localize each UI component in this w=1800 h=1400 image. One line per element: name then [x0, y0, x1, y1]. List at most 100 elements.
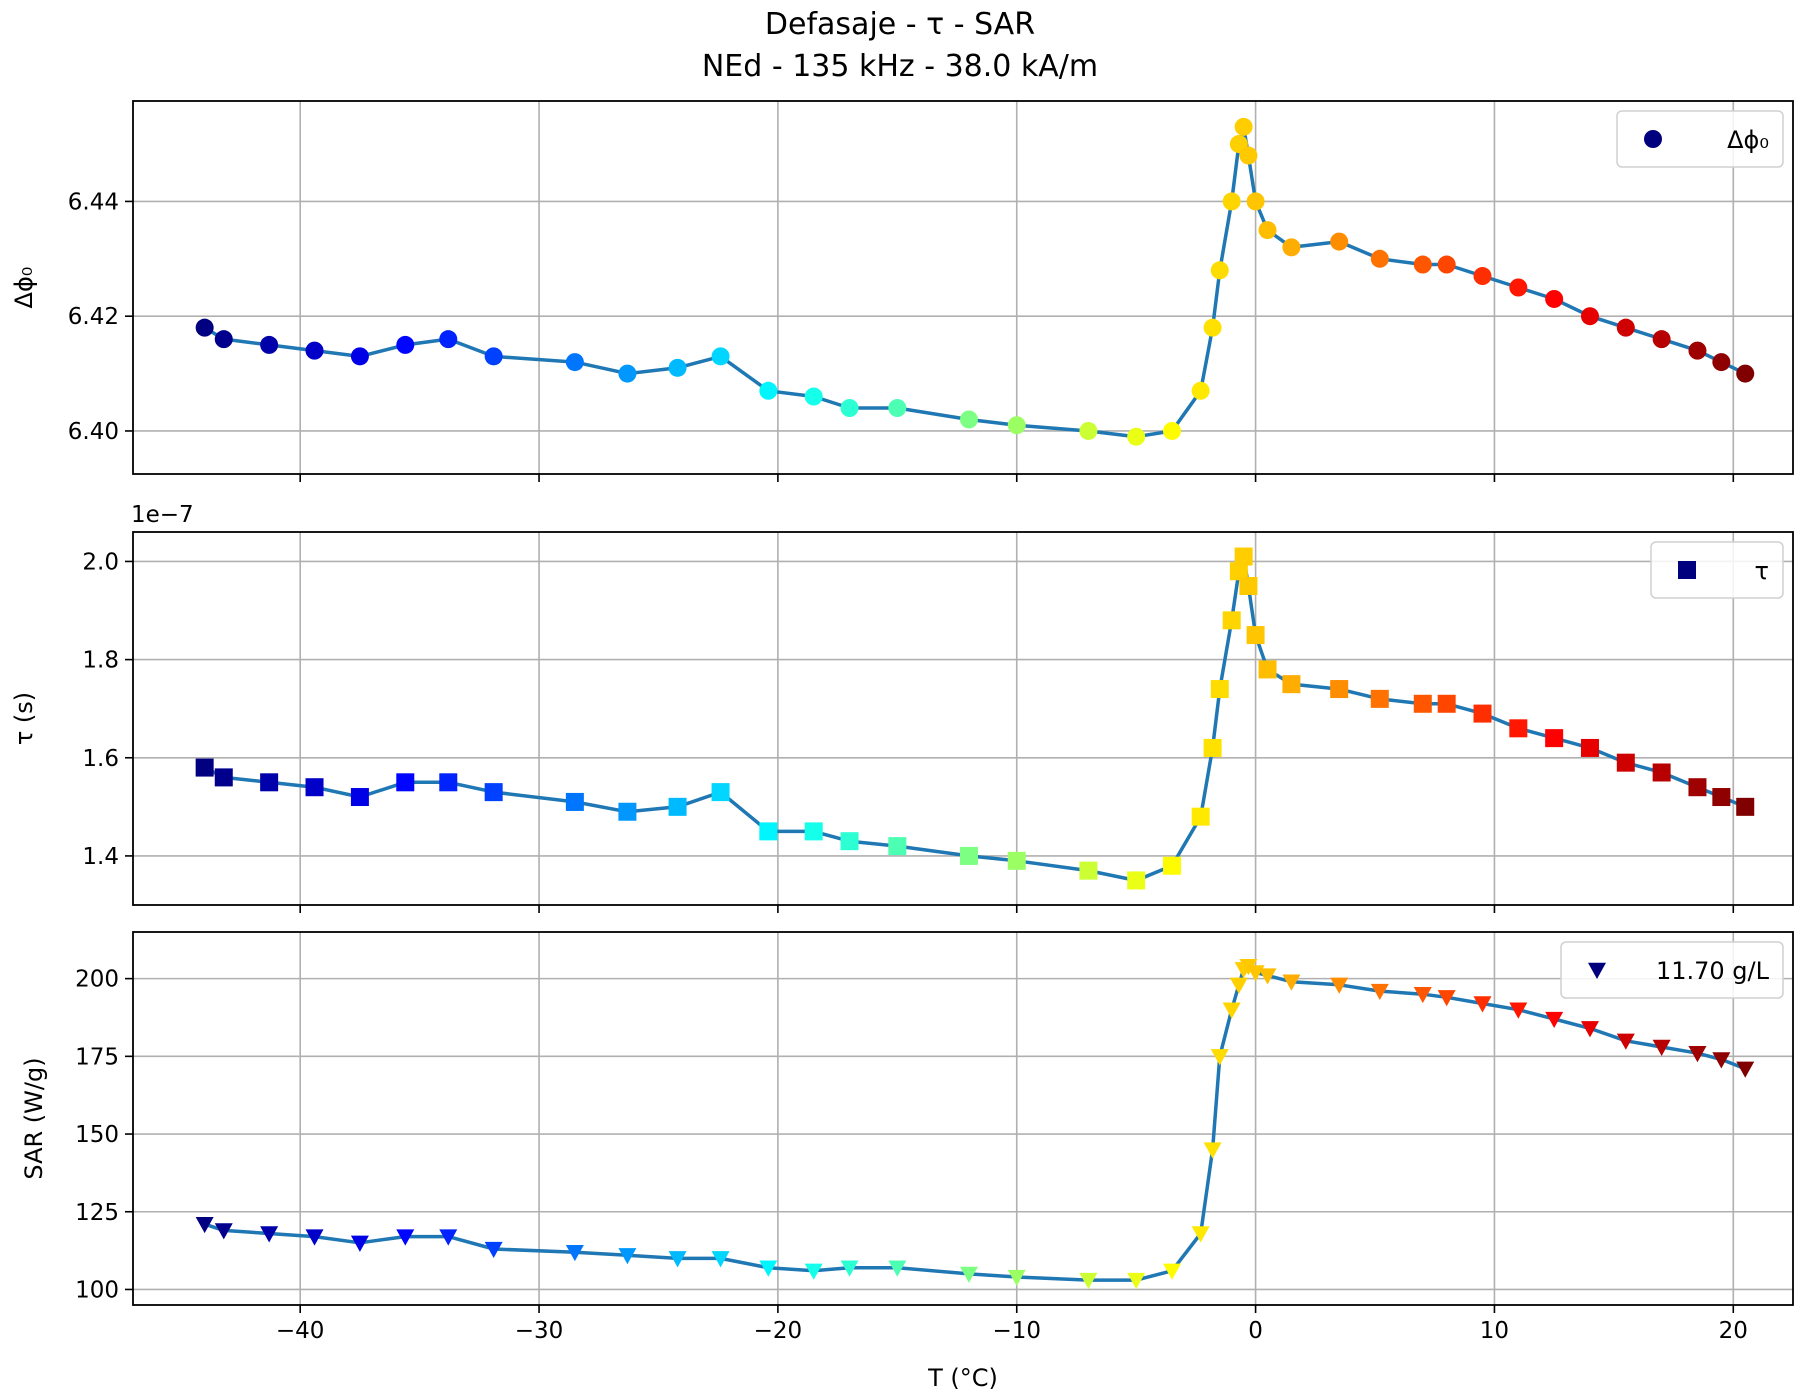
- data-point: [1413, 694, 1432, 713]
- y-tick-label: 200: [75, 967, 119, 993]
- data-point: [1203, 1142, 1222, 1159]
- data-point: [668, 358, 687, 377]
- data-point: [195, 758, 214, 777]
- data-point: [1652, 330, 1671, 349]
- data-point: [1580, 1021, 1599, 1038]
- data-point: [1616, 318, 1635, 337]
- y-axis-label: Δϕ₀: [10, 267, 38, 309]
- data-point: [214, 768, 233, 787]
- data-point: [1413, 255, 1432, 274]
- data-point: [1127, 1272, 1146, 1290]
- x-tick-label: −40: [276, 1318, 325, 1344]
- data-point: [1652, 1039, 1671, 1057]
- data-point: [1246, 626, 1265, 645]
- data-point: [1203, 738, 1222, 757]
- data-point: [959, 1266, 978, 1283]
- data-point: [1222, 192, 1241, 211]
- data-point: [1370, 983, 1389, 1001]
- data-point: [1282, 675, 1301, 694]
- data-point: [1007, 416, 1026, 435]
- legend: 11.70 g/L: [1560, 941, 1784, 999]
- data-point: [1210, 1049, 1229, 1066]
- data-point: [840, 1260, 859, 1277]
- data-point: [1258, 221, 1277, 240]
- data-point: [618, 1248, 637, 1265]
- data-point: [1229, 977, 1248, 994]
- legend-label: 11.70 g/L: [1656, 957, 1770, 985]
- data-point: [1545, 1011, 1564, 1029]
- chart-title: Defasaje - τ - SAR: [765, 7, 1035, 42]
- legend-marker: [1644, 130, 1662, 148]
- legend-label: τ: [1755, 557, 1769, 585]
- axes-frame: [132, 100, 1794, 475]
- data-point: [1652, 763, 1671, 782]
- data-point: [1616, 1033, 1635, 1050]
- data-point: [439, 330, 458, 349]
- data-point: [1222, 611, 1241, 630]
- series-data: [195, 958, 1755, 1290]
- data-point: [396, 335, 415, 354]
- data-point: [1712, 788, 1731, 807]
- series-line: [203, 554, 1746, 883]
- data-point: [1162, 1263, 1181, 1280]
- data-point: [1282, 974, 1301, 991]
- data-point: [1616, 753, 1635, 772]
- data-point: [305, 1229, 324, 1246]
- data-point: [260, 335, 279, 354]
- legend: τ: [1650, 541, 1784, 599]
- subplot-1: 6.40 6.42 6.44 Δϕ₀ Δϕ₀: [10, 100, 1794, 482]
- legend-label: Δϕ₀: [1727, 126, 1769, 154]
- data-point: [1222, 1002, 1241, 1019]
- y-tick-label: 175: [75, 1044, 119, 1070]
- data-point: [1191, 381, 1210, 400]
- data-point: [711, 1251, 730, 1268]
- data-point: [1210, 680, 1229, 699]
- data-point: [1246, 192, 1265, 211]
- y-tick-label: 6.40: [68, 419, 119, 445]
- data-point: [396, 1229, 415, 1246]
- data-point: [439, 773, 458, 792]
- data-point: [1473, 267, 1492, 286]
- data-point: [1688, 1046, 1707, 1063]
- legend-box: [1560, 941, 1784, 999]
- data-point: [1413, 986, 1432, 1004]
- data-point: [195, 1216, 214, 1234]
- data-point: [1509, 278, 1528, 297]
- data-point: [214, 330, 233, 349]
- series-data: [195, 547, 1755, 890]
- data-point: [804, 1263, 823, 1280]
- legend-marker: [1678, 561, 1696, 579]
- data-point: [214, 1223, 233, 1240]
- data-point: [1473, 704, 1492, 723]
- legend-box: [1650, 541, 1784, 599]
- data-point: [618, 802, 637, 821]
- data-point: [1688, 778, 1707, 797]
- data-point: [1162, 856, 1181, 875]
- data-point: [484, 347, 503, 366]
- data-point: [1370, 249, 1389, 268]
- y-tick-label: 1.4: [82, 844, 119, 870]
- x-tick-label: −20: [754, 1318, 803, 1344]
- y-tick-label: 125: [75, 1200, 119, 1226]
- data-point: [1712, 353, 1731, 372]
- y-tick-label: 6.44: [68, 189, 119, 215]
- data-point: [1736, 1061, 1755, 1078]
- data-point: [1127, 871, 1146, 890]
- data-point: [1191, 1226, 1210, 1243]
- subplots: 6.40 6.42 6.44 Δϕ₀ Δϕ₀ 1.4 1.6 1.8 2.0 τ (s) 1e−7 τ…: [10, 100, 1794, 1344]
- data-point: [396, 773, 415, 792]
- y-tick-label: 1.8: [82, 648, 119, 674]
- data-point: [711, 347, 730, 366]
- legend: Δϕ₀: [1616, 110, 1784, 168]
- data-point: [1330, 680, 1349, 699]
- data-point: [804, 387, 823, 406]
- data-point: [1007, 1269, 1026, 1287]
- data-point: [759, 381, 778, 400]
- x-tick-label: −30: [515, 1318, 564, 1344]
- data-point: [1239, 576, 1258, 595]
- data-point: [1330, 232, 1349, 251]
- data-point: [350, 788, 369, 807]
- legend-box: [1616, 110, 1784, 168]
- data-point: [350, 347, 369, 366]
- data-point: [195, 318, 214, 337]
